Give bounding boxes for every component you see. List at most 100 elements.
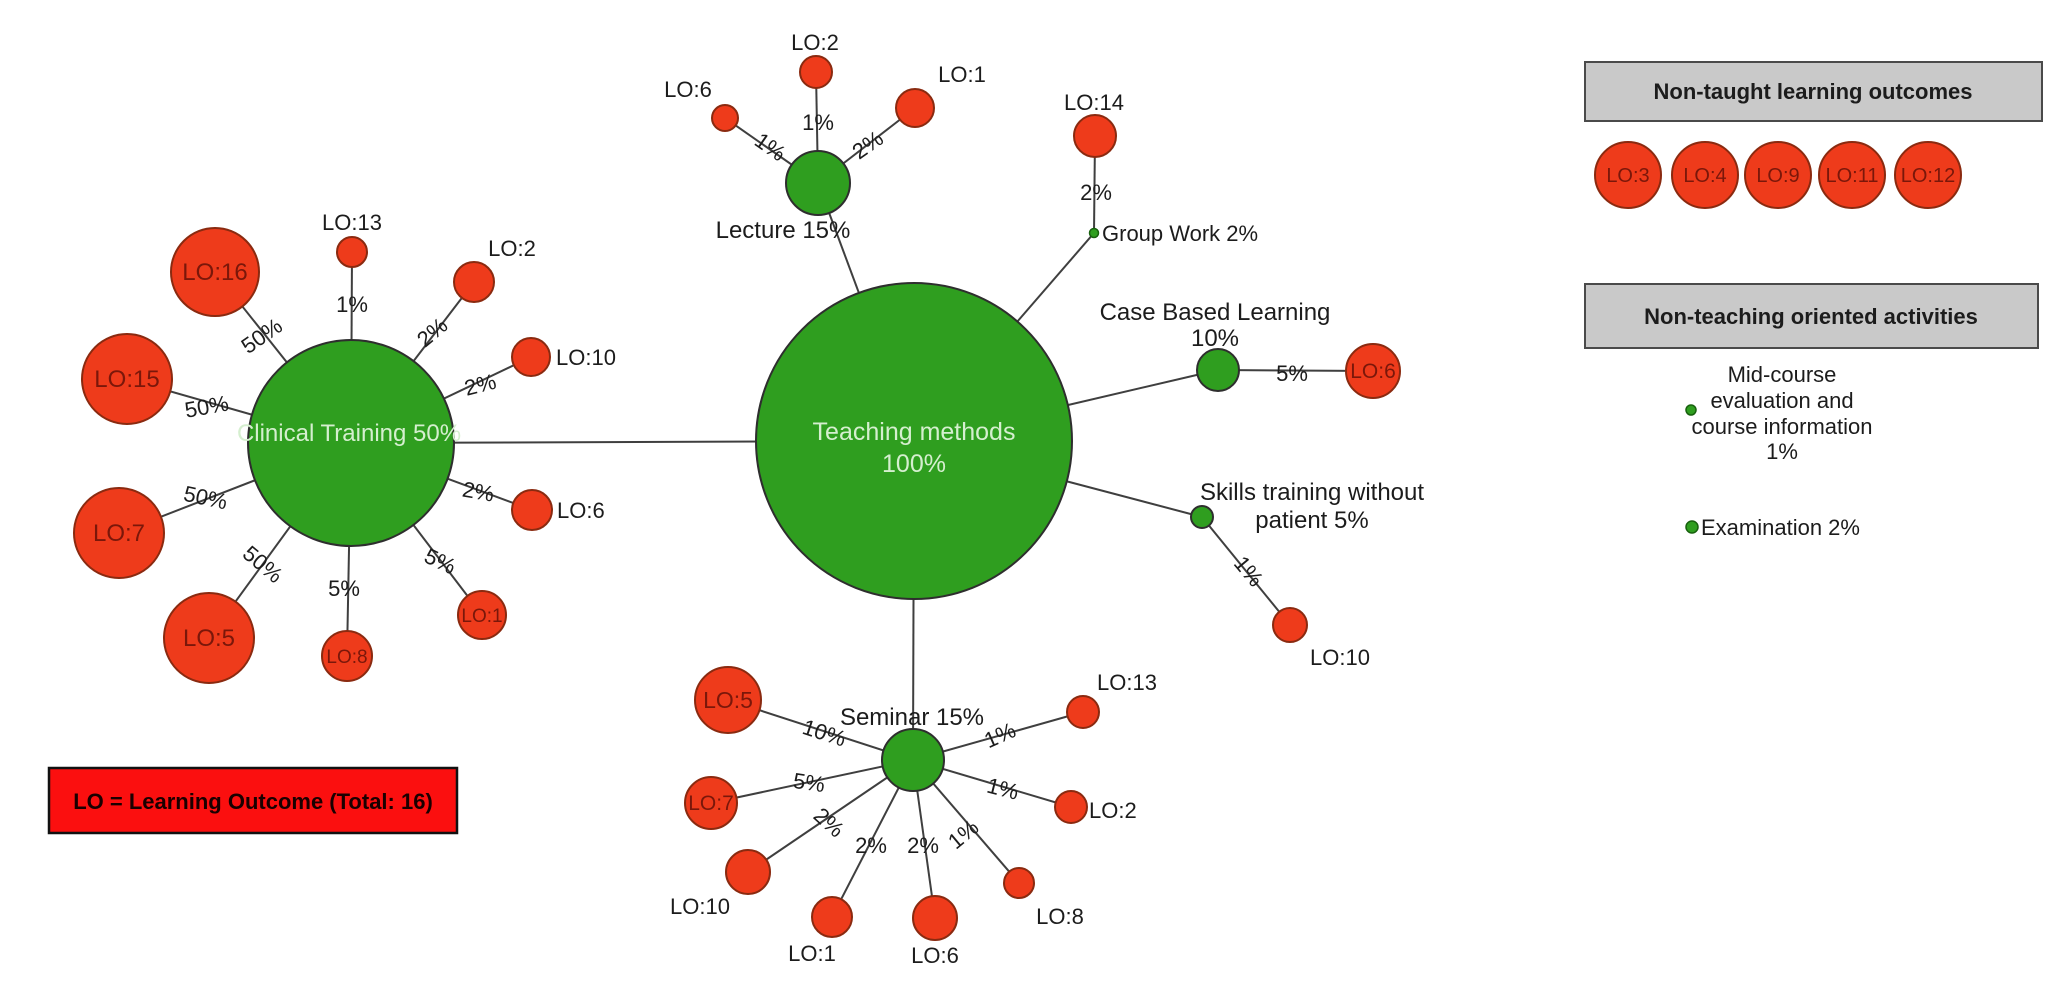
cluster-seminar: LO:5 LO:7 LO:10 LO:1 LO:6 LO:8 LO:2 LO:1…: [670, 666, 1157, 968]
edge-seminar-lo10: [747, 759, 914, 873]
lo-label: LO:7: [688, 792, 734, 815]
lo-node: [694, 666, 762, 734]
lo-node: [684, 776, 738, 830]
lo-label: LO:1: [788, 941, 836, 966]
lo-node: [711, 104, 739, 132]
lo-node: [1066, 695, 1100, 729]
seminar-label: Seminar 15%: [840, 704, 984, 731]
lo-label: LO:6: [911, 943, 959, 968]
lo-label: LO:10: [556, 345, 616, 370]
lo-label: LO:10: [670, 894, 730, 919]
lo-label: LO:10: [1310, 645, 1370, 670]
mid-course-dot: [1685, 404, 1697, 416]
cluster-casebased: LO:6 5%: [1276, 343, 1401, 399]
lo-node: [73, 487, 165, 579]
edge-pct: 2%: [1080, 180, 1112, 205]
lo-label: LO:4: [1683, 165, 1726, 187]
lo-node: [725, 849, 771, 895]
lo-label: LO:2: [488, 236, 536, 261]
lo-node: [1272, 607, 1308, 643]
edge-pct: 2%: [848, 125, 888, 164]
edge-pct: 50%: [238, 541, 288, 588]
lo-label: LO:3: [1606, 165, 1649, 187]
lo-node: [1671, 141, 1739, 209]
lo-label: LO:7: [93, 520, 145, 547]
lo-label: LO:11: [1826, 165, 1879, 187]
legend-non-taught: Non-taught learning outcomes LO:3 LO:4 L…: [1584, 61, 2043, 209]
lo-node: [453, 261, 495, 303]
mid-course-line: evaluation and: [1710, 388, 1853, 413]
method-nodes: [247, 150, 1240, 792]
lo-label: LO:13: [1097, 670, 1157, 695]
edge-pct: 1%: [802, 110, 834, 135]
examination-label: Examination 2%: [1701, 515, 1860, 540]
node-clinical-training: [247, 339, 455, 547]
lo-label: LO:13: [322, 210, 382, 235]
lo-node: [912, 895, 958, 941]
edge-pct: 2%: [907, 833, 939, 858]
skills-label-line2: patient 5%: [1255, 507, 1368, 534]
case-based-label-line2: 10%: [1191, 325, 1239, 352]
edge-pct: 2%: [460, 477, 496, 507]
node-teaching-methods: [755, 282, 1073, 600]
edge-pct: 2%: [855, 833, 887, 858]
note-box: LO = Learning Outcome (Total: 16): [47, 766, 459, 835]
lo-label: LO:6: [664, 77, 712, 102]
lo-label: LO:5: [703, 687, 753, 713]
edge-pct: 1%: [336, 292, 368, 317]
cluster-skills: LO:10 1%: [1229, 551, 1370, 670]
edge-pct: 5%: [792, 768, 827, 797]
legend-non-teaching: Non-teaching oriented activities Mid-cou…: [1584, 283, 2039, 540]
node-lecture: [785, 150, 851, 216]
lo-label: LO:2: [791, 30, 839, 55]
legend-non-taught-title: Non-taught learning outcomes: [1654, 79, 1973, 104]
case-based-label-line1: Case Based Learning: [1100, 299, 1331, 326]
examination-dot: [1685, 520, 1699, 534]
legend-non-teaching-box: [1584, 283, 2039, 349]
lo-node: [81, 333, 173, 425]
lo-node: [163, 592, 255, 684]
lecture-label: Lecture 15%: [716, 217, 851, 244]
lo-node: [1818, 141, 1886, 209]
lo-label: LO:8: [326, 647, 367, 668]
edge-pct: 2%: [462, 369, 499, 401]
edge-pct: 5%: [328, 576, 360, 601]
lo-label: LO:2: [1089, 798, 1137, 823]
edge-pct: 1%: [943, 814, 983, 854]
lo-label: LO:5: [183, 625, 235, 652]
cluster-groupwork: LO:14 2%: [1064, 90, 1124, 205]
lo-node: [457, 590, 507, 640]
lo-label: LO:15: [94, 366, 159, 393]
mid-course-line: 1%: [1766, 439, 1798, 464]
lo-node: [1345, 343, 1401, 399]
edge-seminar-lo7: [710, 759, 914, 804]
lo-label: LO:8: [1036, 904, 1084, 929]
lo-label: LO:1: [938, 62, 986, 87]
legend-non-teaching-title: Non-teaching oriented activities: [1644, 304, 1978, 329]
lo-node: [511, 337, 551, 377]
note-box-label: LO = Learning Outcome (Total: 16): [73, 789, 433, 814]
edge-pct: 50%: [181, 481, 229, 515]
node-seminar: [881, 728, 945, 792]
edge-pct: 50%: [183, 390, 231, 422]
mid-course-line: Mid-course: [1728, 362, 1837, 387]
skills-label-line1: Skills training without: [1200, 479, 1424, 506]
clinical-training-label: Clinical Training 50%: [237, 420, 461, 447]
lo-node: [1594, 141, 1662, 209]
lo-node: [1073, 114, 1117, 158]
legend-non-taught-box: [1584, 61, 2043, 122]
lo-label: LO:1: [461, 606, 502, 627]
lo-node: [811, 896, 853, 938]
lo-node: [321, 630, 373, 682]
teaching-methods-label-line1: Teaching methods: [813, 418, 1016, 446]
lo-label: LO:6: [557, 498, 605, 523]
lo-node: [511, 489, 553, 531]
lo-label: LO:16: [182, 259, 247, 286]
lo-node: [895, 88, 935, 128]
lo-label: LO:9: [1756, 165, 1799, 187]
node-group-work-dot: [1088, 227, 1100, 239]
lo-node: [1744, 141, 1812, 209]
lo-node: [1894, 141, 1962, 209]
